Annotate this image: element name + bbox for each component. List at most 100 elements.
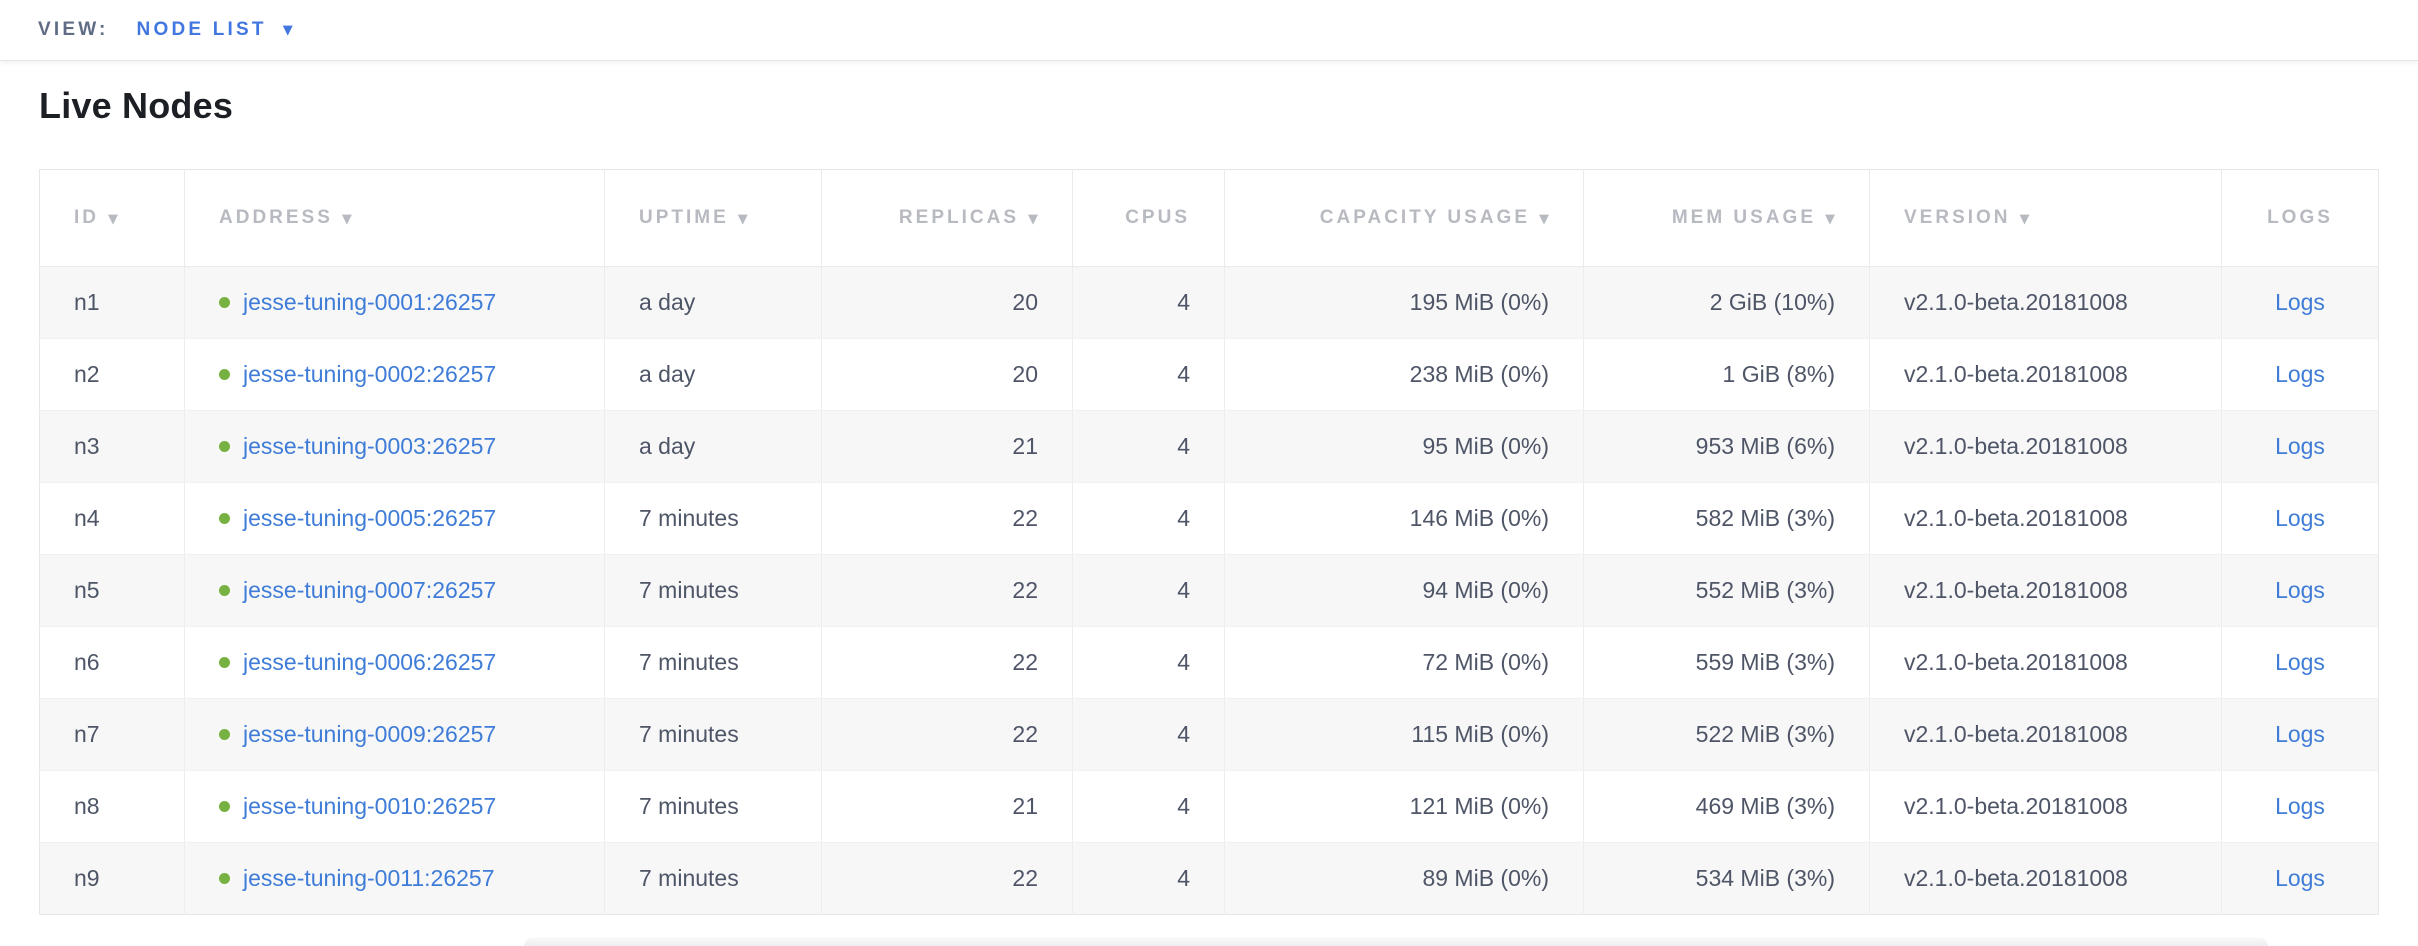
node-mem-cell: 559 MiB (3%): [1583, 626, 1870, 699]
node-capacity-cell: 94 MiB (0%): [1224, 554, 1584, 627]
node-row: n4 jesse-tuning-0005:26257 7 minutes 22 4 146…: [39, 482, 2379, 555]
node-logs-cell: Logs: [2221, 482, 2379, 555]
column-header-cpus: CPUS: [1072, 169, 1225, 267]
node-address-cell: jesse-tuning-0010:26257: [184, 770, 605, 843]
node-id-cell: n1: [39, 266, 185, 339]
column-header-label: LOGS: [2267, 207, 2333, 228]
node-uptime-cell: 7 minutes: [604, 698, 822, 771]
chevron-down-icon: ▼: [282, 22, 293, 38]
node-cpus-cell: 4: [1072, 482, 1225, 555]
node-address-link[interactable]: jesse-tuning-0010:26257: [243, 793, 497, 819]
node-row: n5 jesse-tuning-0007:26257 7 minutes 22 4 94 …: [39, 554, 2379, 627]
logs-link[interactable]: Logs: [2275, 721, 2325, 747]
sort-descending-icon: ▼: [108, 212, 118, 227]
node-address-cell: jesse-tuning-0001:26257: [184, 266, 605, 339]
sort-descending-icon: ▼: [737, 212, 748, 227]
column-header-address[interactable]: ADDRESS ▼: [184, 169, 605, 267]
node-cpus-cell: 4: [1072, 842, 1225, 915]
node-address-link[interactable]: jesse-tuning-0002:26257: [243, 361, 497, 387]
node-uptime-cell: a day: [604, 338, 822, 411]
node-id-cell: n4: [39, 482, 185, 555]
logs-link[interactable]: Logs: [2275, 793, 2325, 819]
column-header-label: REPLICAS: [898, 207, 1019, 228]
node-row: n6 jesse-tuning-0006:26257 7 minutes 22 4 72 …: [39, 626, 2379, 699]
view-bar: VIEW: NODE LIST ▼: [0, 0, 2418, 61]
node-capacity-cell: 72 MiB (0%): [1224, 626, 1584, 699]
node-cpus-cell: 4: [1072, 698, 1225, 771]
node-mem-cell: 953 MiB (6%): [1583, 410, 1870, 483]
logs-link[interactable]: Logs: [2275, 649, 2325, 675]
node-logs-cell: Logs: [2221, 626, 2379, 699]
node-version-cell: v2.1.0-beta.20181008: [1869, 410, 2222, 483]
node-id-cell: n5: [39, 554, 185, 627]
node-address-link[interactable]: jesse-tuning-0005:26257: [243, 505, 497, 531]
node-address-link[interactable]: jesse-tuning-0011:26257: [243, 865, 495, 891]
node-uptime-cell: 7 minutes: [604, 842, 822, 915]
live-status-dot: [219, 873, 230, 885]
node-address-link[interactable]: jesse-tuning-0009:26257: [243, 721, 497, 747]
node-capacity-cell: 146 MiB (0%): [1224, 482, 1584, 555]
node-row: n7 jesse-tuning-0009:26257 7 minutes 22 4 115…: [39, 698, 2379, 771]
column-header-uptime[interactable]: UPTIME ▼: [604, 169, 822, 267]
node-address-cell: jesse-tuning-0009:26257: [184, 698, 605, 771]
live-status-dot: [219, 369, 230, 381]
logs-link[interactable]: Logs: [2275, 865, 2325, 891]
live-status-dot: [219, 657, 230, 669]
column-header-logs: LOGS: [2221, 169, 2379, 267]
logs-link[interactable]: Logs: [2275, 361, 2325, 387]
node-replicas-cell: 22: [821, 842, 1073, 915]
node-uptime-cell: a day: [604, 410, 822, 483]
node-address-link[interactable]: jesse-tuning-0003:26257: [243, 433, 497, 459]
column-header-id[interactable]: ID ▼: [39, 169, 185, 267]
node-capacity-cell: 195 MiB (0%): [1224, 266, 1584, 339]
logs-link[interactable]: Logs: [2275, 577, 2325, 603]
node-version-cell: v2.1.0-beta.20181008: [1869, 698, 2222, 771]
column-header-label: CPUS: [1125, 207, 1190, 228]
live-status-dot: [219, 585, 230, 597]
node-address-link[interactable]: jesse-tuning-0006:26257: [243, 649, 497, 675]
sort-descending-icon: ▼: [341, 212, 352, 227]
node-version-cell: v2.1.0-beta.20181008: [1869, 554, 2222, 627]
node-version-cell: v2.1.0-beta.20181008: [1869, 842, 2222, 915]
live-nodes-table: ID ▼ ADDRESS ▼ UPTIME ▼ REPLICAS ▼ CPUS CAPACITY …: [39, 169, 2379, 915]
node-replicas-cell: 22: [821, 698, 1073, 771]
node-logs-cell: Logs: [2221, 338, 2379, 411]
node-address-link[interactable]: jesse-tuning-0001:26257: [243, 289, 497, 315]
node-mem-cell: 534 MiB (3%): [1583, 842, 1870, 915]
node-row: n1 jesse-tuning-0001:26257 a day 20 4 195 MiB…: [39, 266, 2379, 339]
view-selector-dropdown[interactable]: NODE LIST ▼: [137, 19, 293, 41]
live-status-dot: [219, 441, 230, 453]
column-header-label: CAPACITY USAGE: [1319, 207, 1530, 228]
column-header-mem[interactable]: MEM USAGE ▼: [1583, 169, 1870, 267]
column-header-version[interactable]: VERSION ▼: [1869, 169, 2222, 267]
logs-link[interactable]: Logs: [2275, 433, 2325, 459]
node-replicas-cell: 20: [821, 338, 1073, 411]
node-address-link[interactable]: jesse-tuning-0007:26257: [243, 577, 497, 603]
node-address-cell: jesse-tuning-0002:26257: [184, 338, 605, 411]
node-version-cell: v2.1.0-beta.20181008: [1869, 770, 2222, 843]
live-status-dot: [219, 801, 230, 813]
page-title: Live Nodes: [39, 85, 234, 126]
node-replicas-cell: 22: [821, 554, 1073, 627]
node-mem-cell: 1 GiB (8%): [1583, 338, 1870, 411]
sort-descending-icon: ▼: [1825, 212, 1835, 227]
node-replicas-cell: 20: [821, 266, 1073, 339]
node-address-cell: jesse-tuning-0011:26257: [184, 842, 605, 915]
logs-link[interactable]: Logs: [2275, 289, 2325, 315]
node-version-cell: v2.1.0-beta.20181008: [1869, 266, 2222, 339]
table-body: n1 jesse-tuning-0001:26257 a day 20 4 195 MiB…: [39, 266, 2379, 915]
column-header-replicas[interactable]: REPLICAS ▼: [821, 169, 1073, 267]
node-capacity-cell: 121 MiB (0%): [1224, 770, 1584, 843]
node-replicas-cell: 22: [821, 626, 1073, 699]
node-row: n2 jesse-tuning-0002:26257 a day 20 4 238 MiB…: [39, 338, 2379, 411]
column-header-capacity[interactable]: CAPACITY USAGE ▼: [1224, 169, 1584, 267]
sort-descending-icon: ▼: [2019, 212, 2030, 227]
node-mem-cell: 2 GiB (10%): [1583, 266, 1870, 339]
live-status-dot: [219, 513, 230, 525]
node-mem-cell: 522 MiB (3%): [1583, 698, 1870, 771]
node-capacity-cell: 115 MiB (0%): [1224, 698, 1584, 771]
node-logs-cell: Logs: [2221, 770, 2379, 843]
logs-link[interactable]: Logs: [2275, 505, 2325, 531]
node-cpus-cell: 4: [1072, 338, 1225, 411]
node-id-cell: n3: [39, 410, 185, 483]
